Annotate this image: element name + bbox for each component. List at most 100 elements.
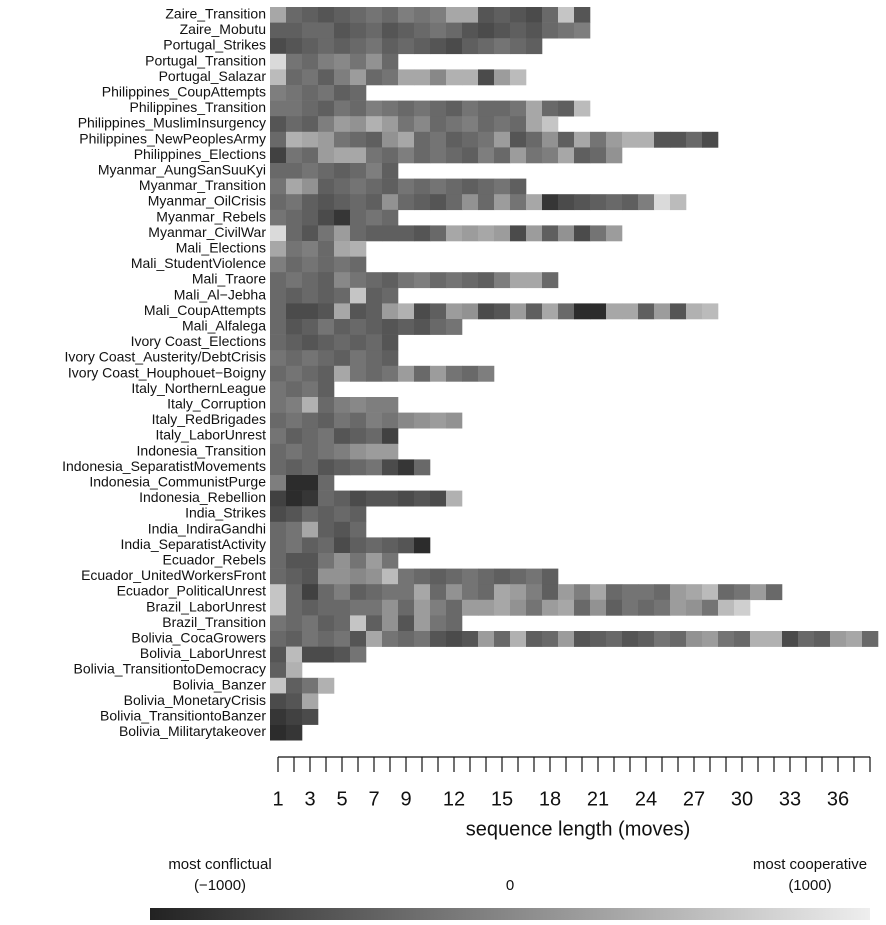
cell <box>350 241 367 257</box>
cell <box>446 568 463 585</box>
cell <box>382 116 399 133</box>
cell <box>366 22 383 39</box>
cell <box>446 615 463 632</box>
cell <box>270 584 287 601</box>
cell <box>542 584 559 601</box>
cell <box>606 194 623 211</box>
cell <box>734 631 751 647</box>
cell <box>542 568 559 585</box>
cell <box>302 7 319 23</box>
cell <box>270 490 287 507</box>
cell <box>702 303 719 320</box>
cell <box>318 350 335 367</box>
cell <box>542 303 559 320</box>
cell <box>334 147 351 164</box>
cell <box>382 53 399 70</box>
row-label: India_IndiraGandhi <box>148 520 266 536</box>
cell <box>638 303 655 320</box>
cell <box>318 194 335 211</box>
cell <box>366 459 383 476</box>
cell <box>398 69 415 86</box>
cell <box>318 85 335 101</box>
colorbar <box>150 908 870 920</box>
row-label: Ecuador_UnitedWorkersFront <box>81 567 266 583</box>
cell <box>318 506 335 523</box>
cell <box>318 287 335 304</box>
cell <box>398 319 415 335</box>
cell <box>526 568 543 585</box>
cell <box>334 615 351 632</box>
x-tick-label: 24 <box>635 788 657 810</box>
cell <box>462 599 479 616</box>
cell <box>318 116 335 133</box>
cell <box>494 225 511 242</box>
cell <box>398 303 415 320</box>
cell <box>542 225 559 242</box>
cell <box>510 303 527 320</box>
cell <box>462 194 479 211</box>
cell <box>494 147 511 164</box>
cell <box>270 475 287 491</box>
cell <box>462 631 479 647</box>
cell <box>318 22 335 39</box>
cell <box>302 69 319 86</box>
cell <box>446 631 463 647</box>
cell <box>302 319 319 335</box>
row-label: Indonesia_SeparatistMovements <box>62 458 266 474</box>
cell <box>462 303 479 320</box>
cell <box>318 553 335 569</box>
row-label: Zaire_Mobutu <box>180 21 266 37</box>
cell <box>606 147 623 164</box>
row-label: Italy_LaborUnrest <box>155 427 266 443</box>
cell <box>478 631 495 647</box>
cell <box>606 303 623 320</box>
cell <box>542 272 559 289</box>
cell <box>270 22 287 39</box>
cell <box>286 53 303 70</box>
cell <box>286 287 303 304</box>
cell <box>590 147 607 164</box>
cell <box>478 100 495 117</box>
cell <box>382 287 399 304</box>
row-label: Ecuador_Rebels <box>162 552 266 568</box>
cell <box>334 256 351 273</box>
cell <box>270 521 287 538</box>
cell <box>270 724 287 741</box>
cell <box>398 22 415 39</box>
cell <box>478 303 495 320</box>
cell <box>366 38 383 55</box>
cell <box>302 334 319 351</box>
x-tick-label: 12 <box>443 788 465 810</box>
cell <box>270 53 287 70</box>
cell <box>350 225 367 242</box>
cell <box>302 475 319 491</box>
cell <box>558 131 575 148</box>
cell <box>286 662 303 679</box>
cell <box>846 631 863 647</box>
cell <box>382 163 399 179</box>
cell <box>574 599 591 616</box>
cell <box>318 334 335 351</box>
cell <box>286 521 303 538</box>
cell <box>558 147 575 164</box>
cell <box>526 194 543 211</box>
cell <box>478 599 495 616</box>
cell <box>366 412 383 429</box>
cell <box>398 631 415 647</box>
cell <box>302 116 319 133</box>
cell <box>654 584 671 601</box>
cell <box>318 646 335 663</box>
cell <box>718 599 735 616</box>
cell <box>318 178 335 195</box>
cell <box>318 677 335 694</box>
cell <box>382 69 399 86</box>
cell <box>366 131 383 148</box>
cell <box>462 147 479 164</box>
cell <box>302 350 319 367</box>
cell <box>542 631 559 647</box>
cell <box>318 459 335 476</box>
row-label: Ivory Coast_Houphouet−Boigny <box>68 364 266 380</box>
cell <box>286 724 303 741</box>
colorbar-label: (−1000) <box>194 877 246 894</box>
